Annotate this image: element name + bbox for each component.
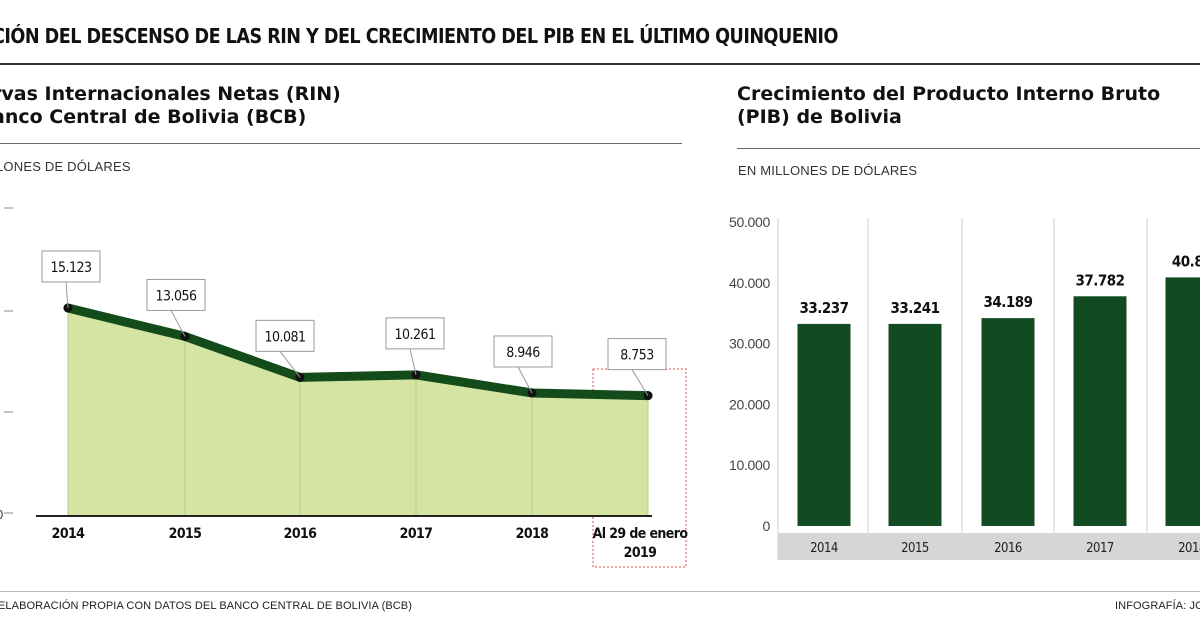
data-label-box bbox=[607, 338, 667, 371]
y-tick-label: 0 bbox=[0, 507, 3, 522]
label-leader bbox=[517, 366, 533, 394]
data-label-box bbox=[41, 250, 101, 283]
data-label: 10.261 bbox=[394, 327, 435, 343]
x-tick-label: 2015 bbox=[169, 526, 202, 542]
label-leader bbox=[631, 369, 649, 396]
x-tick-label: 2017 bbox=[1086, 541, 1114, 556]
rin-area bbox=[68, 308, 648, 516]
data-label: 8.946 bbox=[506, 345, 540, 361]
label-leader bbox=[170, 310, 186, 337]
title-divider bbox=[0, 63, 1200, 65]
data-label: 13.056 bbox=[155, 288, 197, 304]
rin-title-line-1: rvas Internacionales Netas (RIN) bbox=[0, 83, 341, 105]
label-leader bbox=[65, 281, 69, 309]
x-tick-label: 2018 bbox=[516, 526, 549, 542]
y-tick-label: 50.000 bbox=[729, 214, 771, 230]
bar-value-label: 33.237 bbox=[799, 299, 848, 317]
pib-bar bbox=[1073, 296, 1127, 526]
x-tick-label: 2015 bbox=[901, 541, 929, 556]
credit-note: INFOGRAFÍA: JO bbox=[1115, 600, 1200, 612]
x-tick-label: 2016 bbox=[284, 526, 317, 542]
data-label: 8.753 bbox=[620, 348, 654, 364]
data-label-box bbox=[255, 319, 315, 352]
x-tick-label: 2018 bbox=[1178, 541, 1200, 556]
x-tick-label: Al 29 de enero bbox=[593, 526, 689, 542]
category-band bbox=[778, 533, 1200, 560]
pib-bar bbox=[888, 323, 942, 526]
bar-value-label: 40.88 bbox=[1172, 252, 1200, 270]
highlight-box bbox=[592, 368, 687, 568]
data-label-box bbox=[385, 317, 445, 350]
label-leader bbox=[409, 348, 417, 375]
data-label-box bbox=[146, 278, 206, 311]
label-leader bbox=[279, 351, 301, 378]
x-tick-label: 2017 bbox=[400, 526, 433, 542]
pib-bar bbox=[1165, 277, 1200, 526]
bar-value-label: 37.782 bbox=[1075, 271, 1124, 289]
pib-title-line-1: Crecimiento del Producto Interno Bruto bbox=[737, 83, 1161, 105]
bar-value-label: 33.241 bbox=[890, 299, 939, 317]
y-tick-label: 0 bbox=[763, 518, 771, 534]
rin-chart-title: rvas Internacionales Netas (RIN) anco Ce… bbox=[0, 83, 341, 129]
pib-unit-label: EN MILLONES DE DÓLARES bbox=[738, 163, 918, 178]
y-tick-label: 10.000 bbox=[729, 457, 771, 473]
x-tick-label: 2014 bbox=[810, 541, 838, 556]
data-label: 15.123 bbox=[50, 260, 91, 276]
rin-unit-label: LONES DE DÓLARES bbox=[0, 159, 131, 174]
rin-line bbox=[63, 303, 653, 401]
bar-value-label: 34.189 bbox=[983, 293, 1032, 311]
data-label-box bbox=[493, 335, 553, 368]
pib-bar-chart: 0 10.000 20.000 30.000 40.000 50.000 33.237 201… bbox=[729, 214, 1200, 560]
source-note: ELABORACIÓN PROPIA CON DATOS DEL BANCO C… bbox=[0, 600, 413, 612]
y-tick-label: 20.000 bbox=[729, 396, 771, 412]
footer-divider bbox=[0, 591, 1200, 592]
x-tick-label: 2016 bbox=[994, 541, 1022, 556]
x-tick-label: 2019 bbox=[624, 545, 657, 561]
y-tick-label: 40.000 bbox=[729, 275, 771, 291]
pib-bar bbox=[797, 323, 851, 526]
y-tick-label: 30.000 bbox=[729, 336, 771, 352]
x-tick-label: 2014 bbox=[52, 526, 85, 542]
pib-title-line-2: (PIB) de Bolivia bbox=[737, 106, 902, 128]
pib-bar bbox=[981, 318, 1035, 526]
pib-chart-title: Crecimiento del Producto Interno Bruto (… bbox=[737, 83, 1160, 129]
data-label: 10.081 bbox=[264, 329, 305, 345]
rin-area-chart: 0 15.123 13.056 10.081 10.261 8.946 8.753 2014 2… bbox=[0, 207, 689, 568]
page-title: CIÓN DEL DESCENSO DE LAS RIN Y DEL CRECI… bbox=[0, 24, 838, 48]
rin-title-divider bbox=[0, 143, 682, 144]
rin-title-line-2: anco Central de Bolivia (BCB) bbox=[0, 106, 307, 128]
pib-title-divider bbox=[737, 148, 1200, 149]
